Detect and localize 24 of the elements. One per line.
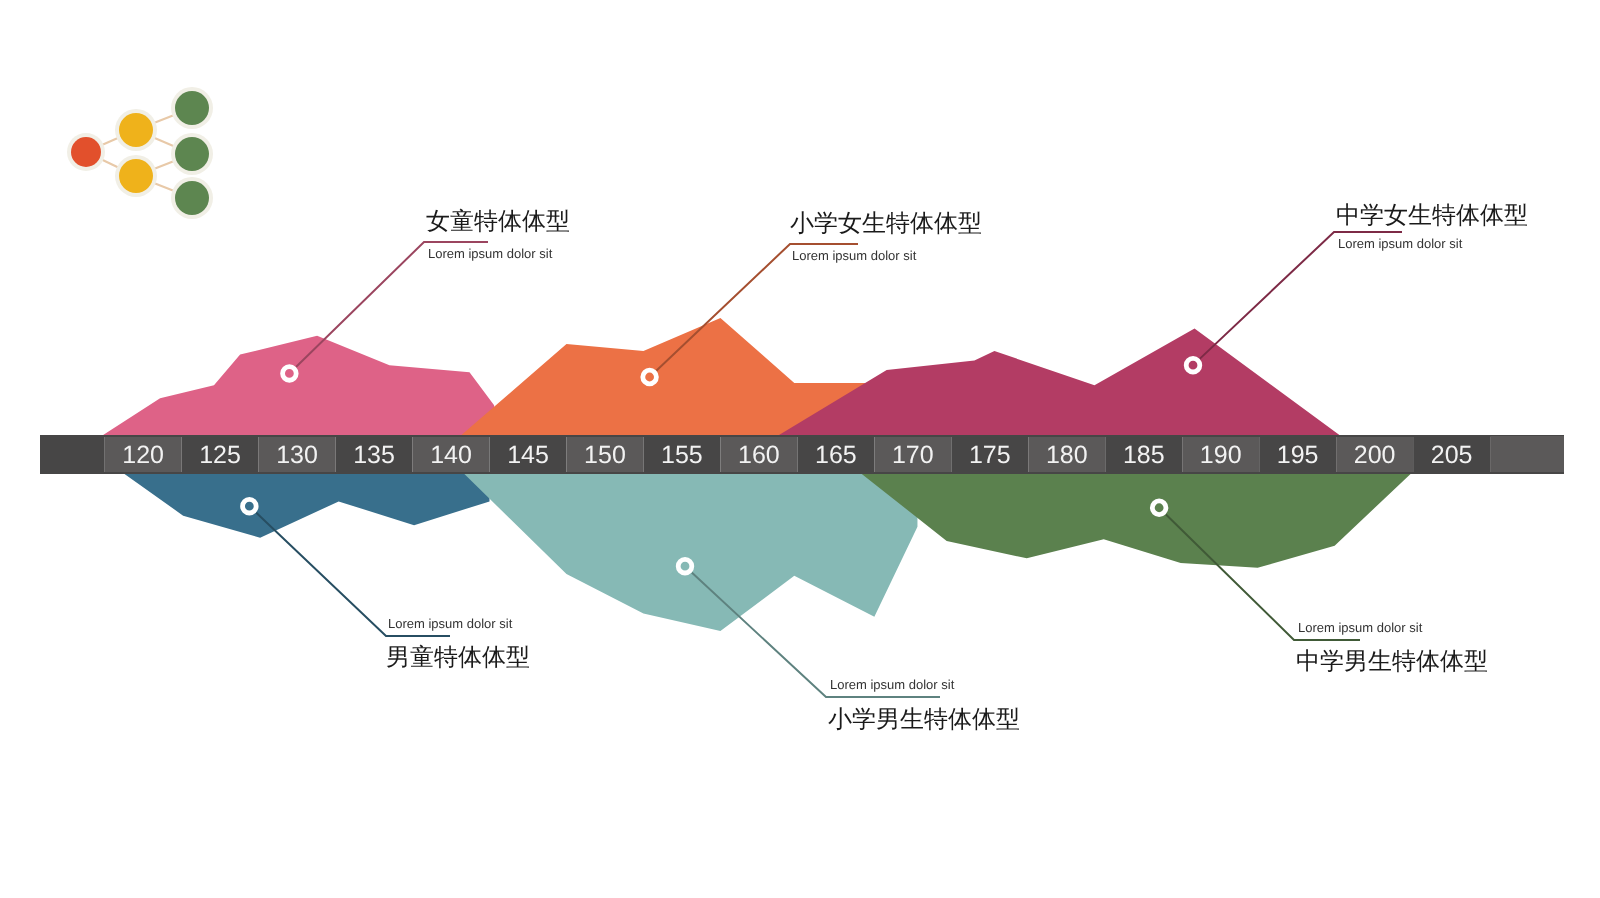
x-tick-label: 130 bbox=[276, 441, 319, 470]
x-tick-label: 185 bbox=[1122, 441, 1165, 470]
text: 中学男生特体体型 bbox=[1296, 647, 1488, 675]
x-tick-label: 125 bbox=[199, 441, 242, 470]
x-tick-label: 140 bbox=[430, 441, 472, 470]
x-tick-label: 200 bbox=[1353, 441, 1396, 470]
x-tick-label: 145 bbox=[507, 441, 549, 470]
x-tick-label: 195 bbox=[1276, 441, 1319, 470]
x-tick-label: 120 bbox=[122, 441, 165, 470]
x-tick-label: 165 bbox=[815, 441, 857, 470]
x-tick-label: 175 bbox=[968, 441, 1011, 470]
x-tick-label: 180 bbox=[1045, 441, 1088, 470]
x-tick-label: 150 bbox=[584, 441, 626, 470]
text: 小学男生特体体型 bbox=[828, 705, 1020, 733]
text: 男童特体体型 bbox=[386, 643, 530, 671]
x-tick-label: 135 bbox=[353, 441, 395, 470]
x-tick-label: 190 bbox=[1199, 441, 1242, 470]
x-tick-label: 160 bbox=[738, 441, 780, 470]
x-tick-label: 170 bbox=[891, 441, 934, 470]
text: 女童特体体型 bbox=[426, 207, 570, 235]
text: 中学女生特体体型 bbox=[1336, 201, 1528, 229]
x-tick-label: 155 bbox=[661, 441, 703, 470]
x-tick-label: 205 bbox=[1430, 441, 1473, 470]
text: 小学女生特体体型 bbox=[790, 209, 982, 237]
